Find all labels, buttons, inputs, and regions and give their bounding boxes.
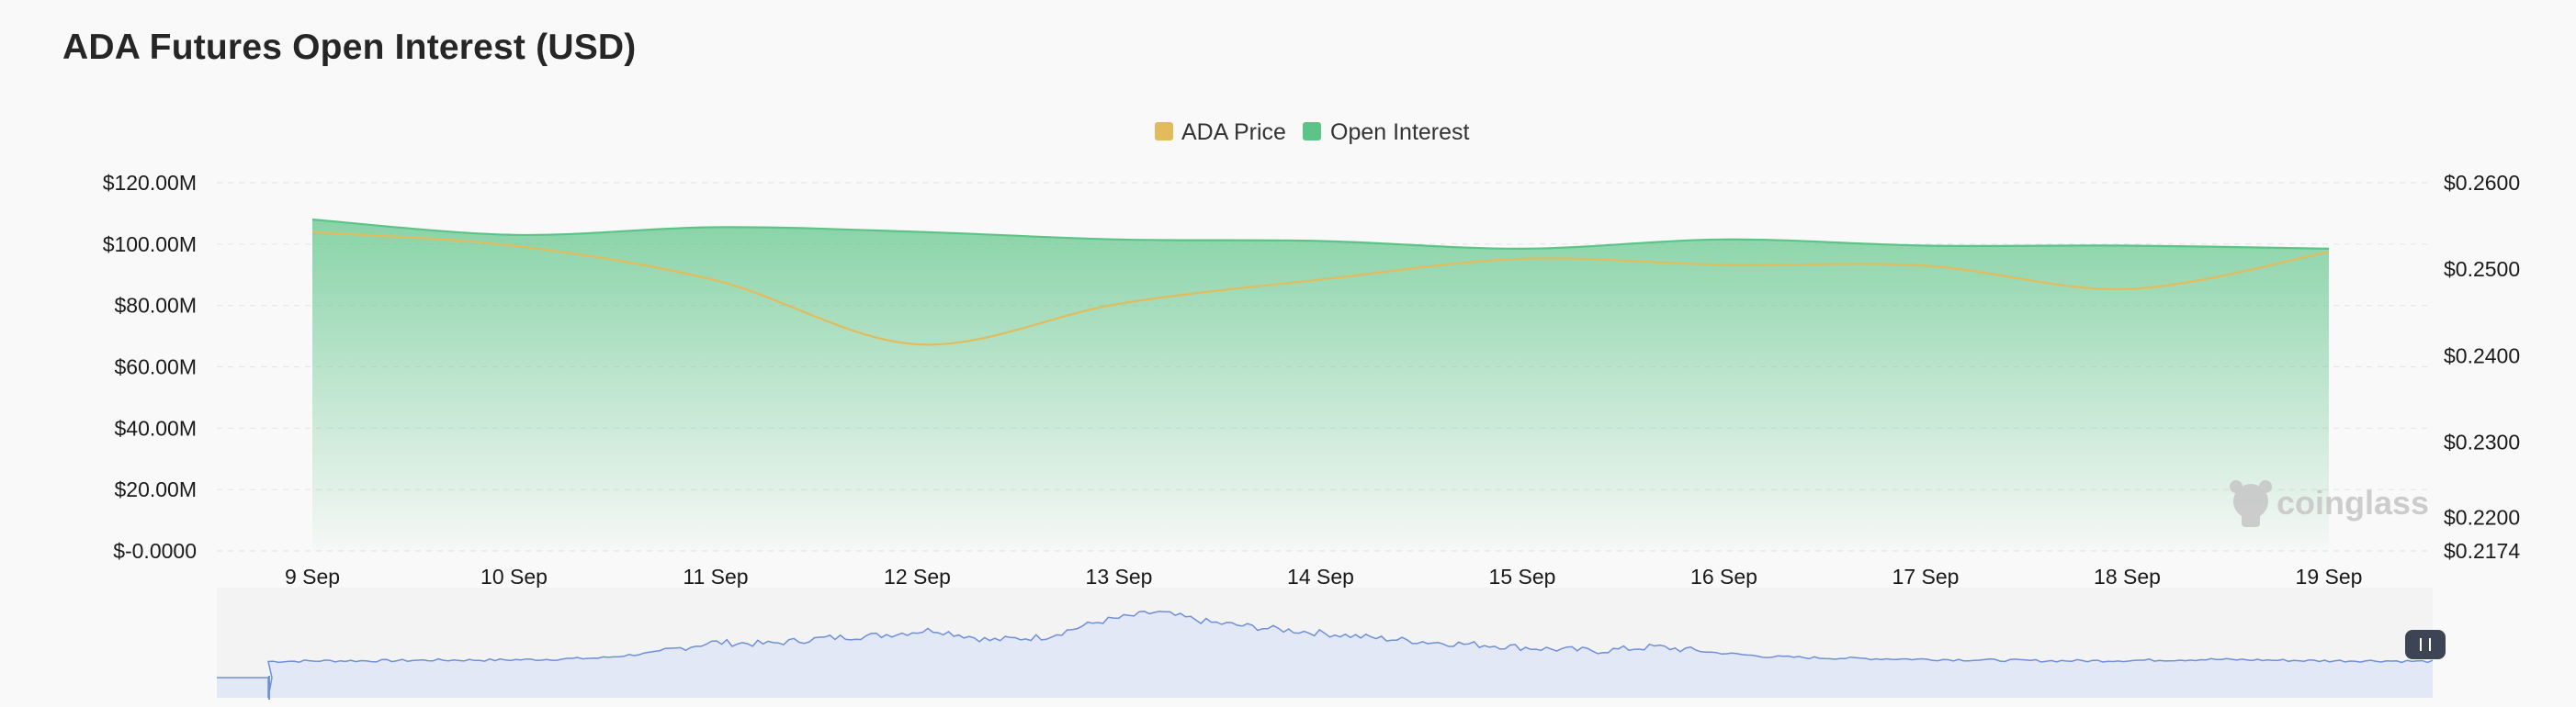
x-tick-label: 16 Sep [1690, 565, 1757, 589]
coinglass-logo-icon [2230, 480, 2272, 527]
navigator-handle[interactable] [2405, 630, 2446, 659]
legend-label-open-interest: Open Interest [1330, 119, 1470, 145]
navigator-handle-body [2405, 630, 2446, 659]
legend-item-price[interactable]: ADA Price [1155, 119, 1286, 145]
legend-swatch-price [1155, 122, 1173, 140]
y-left-tick-label: $20.00M [114, 477, 197, 501]
x-tick-label: 19 Sep [2296, 565, 2363, 589]
series-open-interest-line [311, 219, 2330, 250]
y-right-tick-label: $0.2174 [2444, 539, 2520, 563]
watermark-text: coinglass [2277, 484, 2429, 522]
navigator-line [217, 611, 2434, 699]
x-tick-label: 17 Sep [1892, 565, 1960, 589]
y-right-tick-label: $0.2500 [2444, 257, 2520, 281]
y-axis-right: $0.2174 $0.2200 $0.2300 $0.2400 $0.2500 $0.26… [2444, 171, 2520, 563]
y-axis-left: $-0.0000 $20.00M $40.00M $60.00M $80.00M $100… [103, 171, 197, 563]
x-tick-label: 9 Sep [285, 565, 340, 589]
y-left-tick-label: $40.00M [114, 416, 197, 440]
y-right-tick-label: $0.2600 [2444, 171, 2520, 195]
x-axis: 9 Sep 10 Sep 11 Sep 12 Sep 13 Sep 14 Sep 15 Se… [285, 565, 2363, 589]
legend: ADA Price Open Interest [1155, 119, 1470, 145]
y-left-tick-label: $100.00M [103, 232, 197, 256]
legend-swatch-open-interest [1303, 122, 1321, 140]
legend-item-open-interest[interactable]: Open Interest [1303, 119, 1470, 145]
y-left-tick-label: $80.00M [114, 294, 197, 318]
x-tick-label: 12 Sep [884, 565, 951, 589]
y-left-tick-label: $120.00M [103, 171, 197, 195]
series-layer [311, 219, 2330, 551]
y-left-tick-label: $60.00M [114, 355, 197, 379]
y-right-tick-label: $0.2200 [2444, 506, 2520, 530]
x-tick-label: 11 Sep [683, 565, 748, 589]
series-open-interest-area [312, 219, 2329, 551]
series-ada-price-line [311, 230, 2330, 346]
chart-title: ADA Futures Open Interest (USD) [62, 28, 637, 67]
y-right-tick-label: $0.2400 [2444, 343, 2520, 367]
legend-label-price: ADA Price [1181, 119, 1286, 145]
x-tick-label: 18 Sep [2094, 565, 2161, 589]
x-tick-label: 13 Sep [1086, 565, 1153, 589]
y-left-tick-label: $-0.0000 [113, 539, 197, 563]
x-tick-label: 14 Sep [1287, 565, 1354, 589]
x-tick-label: 10 Sep [480, 565, 548, 589]
navigator-area [217, 611, 2433, 698]
y-right-tick-label: $0.2300 [2444, 430, 2520, 454]
coinglass-watermark: coinglass [2230, 480, 2429, 527]
x-tick-label: 15 Sep [1489, 565, 1556, 589]
range-navigator[interactable] [217, 588, 2446, 700]
